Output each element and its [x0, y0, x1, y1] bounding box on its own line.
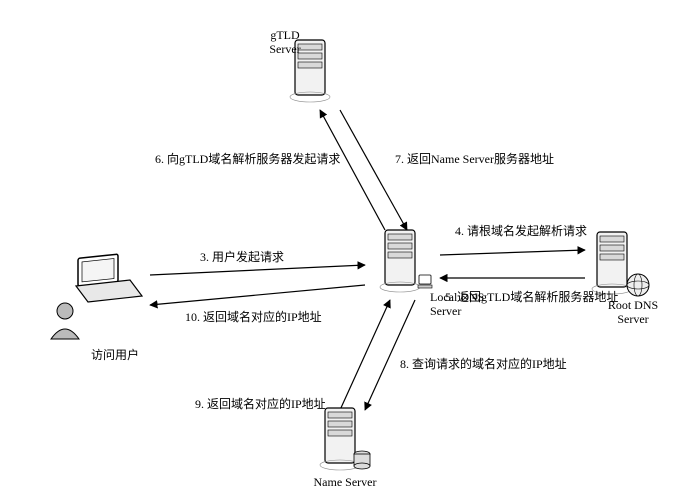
- edge-e9: [340, 300, 390, 410]
- label-gtld: gTLDServer: [255, 28, 315, 57]
- label-user: 访问用户: [85, 348, 145, 362]
- node-ns: [320, 408, 370, 470]
- edge-e10: [150, 285, 365, 305]
- edge-label-e6: 6. 向gTLD域名解析服务器发起请求: [155, 150, 340, 167]
- edge-label-e5: 5. 返回gTLD域名解析服务器地址: [445, 288, 618, 305]
- label-ns: Name Server: [305, 475, 385, 489]
- edge-e7: [340, 110, 407, 230]
- edge-label-e3: 3. 用户发起请求: [200, 248, 284, 265]
- edge-label-e10: 10. 返回域名对应的IP地址: [185, 308, 322, 325]
- edge-label-e9: 9. 返回域名对应的IP地址: [195, 395, 326, 412]
- edge-label-e8: 8. 查询请求的域名对应的IP地址: [400, 355, 567, 372]
- node-local: [380, 230, 432, 292]
- edge-label-e4: 4. 请根域名发起解析请求: [455, 222, 587, 239]
- edge-e6: [320, 110, 385, 230]
- node-root: [592, 232, 649, 296]
- edge-label-e7: 7. 返回Name Server服务器地址: [395, 150, 554, 167]
- edge-e3: [150, 265, 365, 275]
- diagram-canvas: [0, 0, 688, 500]
- node-user: [51, 254, 142, 339]
- edge-e4: [440, 250, 585, 255]
